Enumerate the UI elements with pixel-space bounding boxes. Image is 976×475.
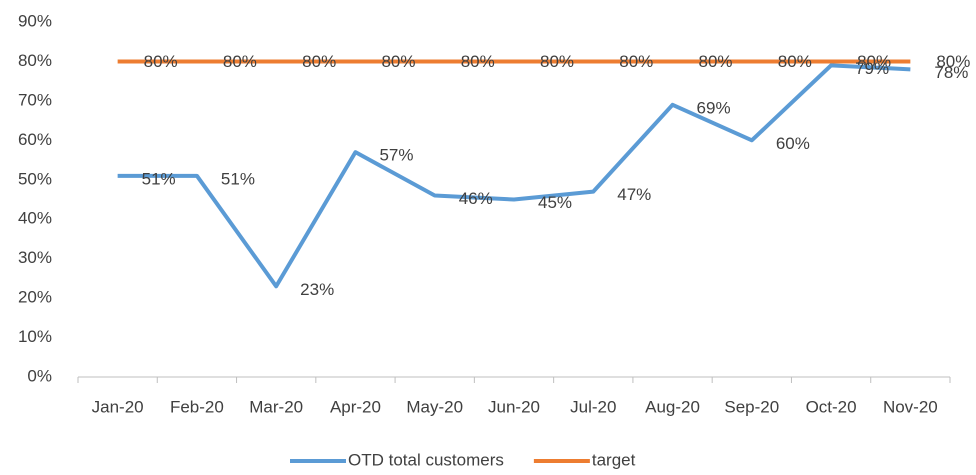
data-label: 23% [300,280,334,299]
x-tick-label: Mar-20 [249,397,303,416]
data-label: 46% [459,189,493,208]
data-label: 60% [776,134,810,153]
data-label: 80% [540,52,574,71]
data-label: 79% [855,59,889,78]
series-line [117,63,911,289]
x-tick-label: May-20 [406,397,463,416]
data-label: 80% [223,52,257,71]
data-label: 45% [538,193,572,212]
y-tick-label: 60% [18,130,52,149]
data-label: 80% [461,52,495,71]
data-label: 47% [617,185,651,204]
data-label: 51% [142,169,176,188]
y-tick-label: 20% [18,288,52,307]
y-tick-label: 50% [18,169,52,188]
data-label: 69% [697,98,731,117]
y-tick-label: 30% [18,248,52,267]
legend-label: OTD total customers [348,450,504,469]
x-tick-label: Sep-20 [724,397,779,416]
data-label: 80% [619,52,653,71]
x-tick-label: Aug-20 [645,397,700,416]
data-label: 80% [381,52,415,71]
y-tick-label: 90% [18,11,52,30]
data-label: 51% [221,169,255,188]
x-tick-label: Jun-20 [488,397,540,416]
y-tick-label: 80% [18,51,52,70]
data-label: 57% [379,146,413,165]
legend-label: target [592,450,636,469]
x-tick-label: Feb-20 [170,397,224,416]
data-label: 80% [936,52,970,71]
data-label: 80% [778,52,812,71]
x-tick-label: Oct-20 [806,397,857,416]
x-tick-label: Jul-20 [570,397,616,416]
data-label: 80% [699,52,733,71]
y-tick-label: 40% [18,209,52,228]
x-tick-label: Jan-20 [92,397,144,416]
data-label: 78% [934,63,968,82]
y-tick-label: 0% [27,366,52,385]
data-label: 80% [144,52,178,71]
y-tick-label: 10% [18,327,52,346]
x-tick-label: Nov-20 [883,397,938,416]
data-label: 80% [302,52,336,71]
x-tick-label: Apr-20 [330,397,381,416]
y-tick-label: 70% [18,90,52,109]
